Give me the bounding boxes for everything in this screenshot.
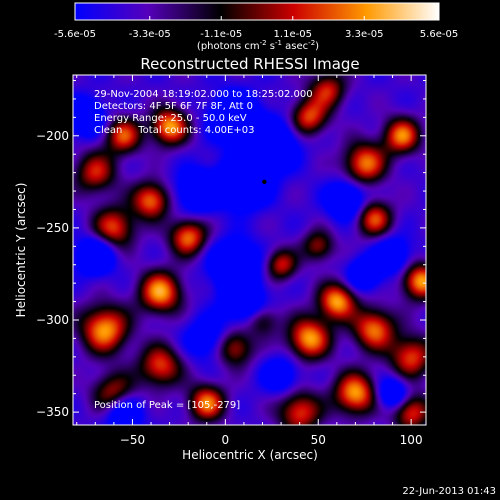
colorbar-tick-label: 3.3e-05 <box>345 29 383 40</box>
annotation-counts: Clean Total counts: 4.00E+03 <box>94 125 254 136</box>
annotation-energy: Energy Range: 25.0 - 50.0 keV <box>94 113 247 124</box>
annotation-time: 29-Nov-2004 18:19:02.000 to 18:25:02.000 <box>94 89 313 100</box>
colorbar-gradient <box>74 2 440 21</box>
colorbar-tick-label: -1.1e-05 <box>200 29 242 40</box>
x-tick-label: 0 <box>222 433 230 447</box>
heatmap-image <box>73 75 426 425</box>
y-axis: −200 −250 −300 −350 <box>36 80 426 419</box>
heatmap-raster <box>73 75 426 425</box>
x-tick-label: 50 <box>311 433 326 447</box>
colorbar-tick-label: 5.6e-05 <box>420 29 458 40</box>
y-tick-label: −300 <box>36 313 69 327</box>
y-tick-label: −350 <box>36 405 69 419</box>
colorbar-tick-label: 1.1e-05 <box>274 29 312 40</box>
y-tick-label: −250 <box>36 221 69 235</box>
colorbar-tick-label: -5.6e-05 <box>54 29 96 40</box>
colorbar: -5.6e-05 -3.3e-05 -1.1e-05 1.1e-05 3.3e-05 5.… <box>54 2 458 52</box>
marker-dot <box>262 179 267 185</box>
x-axis-label: Heliocentric X (arcsec) <box>182 448 318 462</box>
y-tick-label: −200 <box>36 129 69 143</box>
colorbar-units-label: (photons cm-2 s-1 asec-2) <box>197 39 319 52</box>
plot-frame <box>72 74 427 426</box>
timestamp: 22-Jun-2013 01:43 <box>402 486 496 497</box>
y-axis-label: Heliocentric Y (arcsec) <box>14 183 28 318</box>
colorbar-ticks <box>74 16 440 20</box>
colorbar-tick-label: -3.3e-05 <box>129 29 171 40</box>
x-axis: −50 0 50 100 <box>76 75 423 447</box>
colorbar-tick-labels: -5.6e-05 -3.3e-05 -1.1e-05 1.1e-05 3.3e-05 5.… <box>54 29 458 40</box>
peak-marker <box>262 179 267 185</box>
x-tick-label: −50 <box>120 433 145 447</box>
peak-position-label: Position of Peak = [105,-279] <box>94 400 240 411</box>
annotation-detectors: Detectors: 4F 5F 6F 7F 8F, Att 0 <box>94 101 253 112</box>
annotation-block: 29-Nov-2004 18:19:02.000 to 18:25:02.000… <box>94 89 313 136</box>
x-tick-label: 100 <box>400 433 423 447</box>
chart-title: Reconstructed RHESSI Image <box>140 55 359 73</box>
